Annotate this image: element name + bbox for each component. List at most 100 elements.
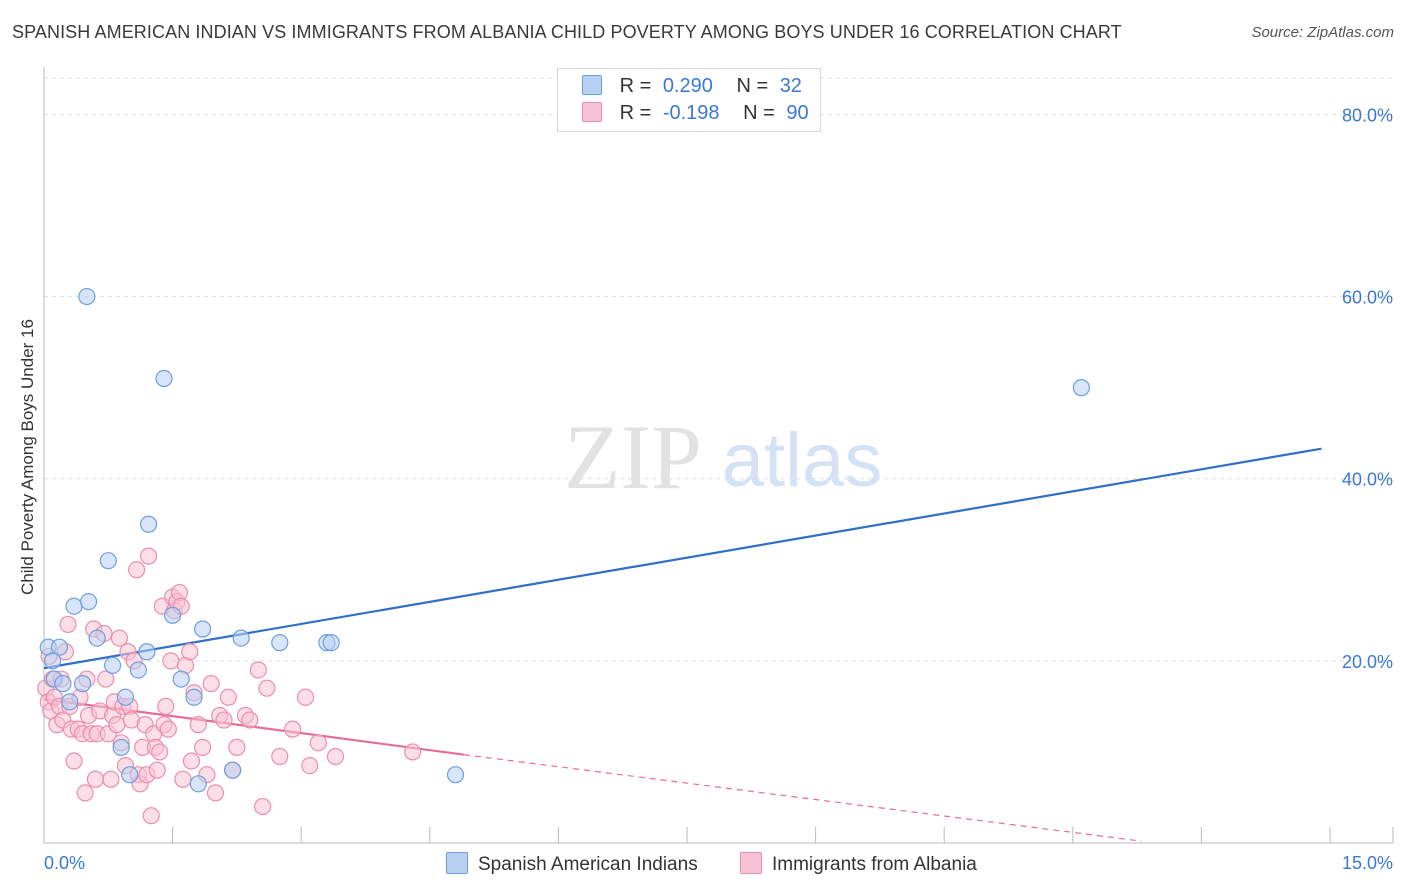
point-spanish-american-indians <box>322 634 340 652</box>
watermark-zip: ZIP <box>564 406 702 508</box>
data-points <box>37 287 1090 825</box>
point-spanish-american-indians <box>88 629 106 647</box>
legend-item-spanish-american-indians[interactable]: Spanish American Indians <box>446 852 698 876</box>
point-spanish-american-indians <box>61 693 79 711</box>
point-immigrants-from-albania <box>296 688 315 706</box>
legend-n-label: N = <box>743 102 775 124</box>
trend-line-extension <box>464 754 1142 842</box>
legend-row-series1: R = 0.290 N = 32 <box>582 75 802 101</box>
chart-title: SPANISH AMERICAN INDIAN VS IMMIGRANTS FR… <box>12 22 1122 42</box>
legend-n-label: N = <box>736 75 769 97</box>
point-immigrants-from-albania <box>254 797 272 816</box>
point-spanish-american-indians <box>194 620 212 638</box>
point-spanish-american-indians <box>164 606 182 624</box>
point-immigrants-from-albania <box>249 661 267 679</box>
point-immigrants-from-albania <box>76 784 94 802</box>
axes <box>43 67 1394 844</box>
x-tick-label: 15.0% <box>1342 853 1393 873</box>
point-spanish-american-indians <box>43 652 62 670</box>
point-spanish-american-indians <box>65 597 83 615</box>
point-spanish-american-indians <box>185 688 203 706</box>
point-immigrants-from-albania <box>206 784 225 802</box>
point-spanish-american-indians <box>112 738 130 756</box>
point-spanish-american-indians <box>116 688 135 706</box>
point-immigrants-from-albania <box>189 716 207 734</box>
watermark-atlas: atlas <box>722 418 883 503</box>
point-immigrants-from-albania <box>108 716 126 734</box>
point-immigrants-from-albania <box>102 770 120 788</box>
point-immigrants-from-albania <box>326 747 345 766</box>
point-immigrants-from-albania <box>157 697 175 715</box>
legend-r-label: R = <box>619 102 652 124</box>
legend-n-value: 90 <box>786 102 809 124</box>
point-immigrants-from-albania <box>127 561 146 579</box>
point-immigrants-from-albania <box>59 615 77 634</box>
point-spanish-american-indians <box>172 670 190 688</box>
point-immigrants-from-albania <box>301 756 319 775</box>
point-spanish-american-indians <box>446 766 465 784</box>
point-immigrants-from-albania <box>202 675 220 693</box>
point-immigrants-from-albania <box>86 770 105 788</box>
point-spanish-american-indians <box>1072 379 1090 397</box>
point-immigrants-from-albania <box>258 679 276 697</box>
point-immigrants-from-albania <box>151 743 169 761</box>
y-axis-label: Child Poverty Among Boys Under 16 <box>18 319 37 595</box>
x-tick-label: 0.0% <box>44 853 85 873</box>
gridlines <box>44 77 1393 662</box>
point-immigrants-from-albania <box>148 761 166 779</box>
point-immigrants-from-albania <box>142 807 160 825</box>
point-immigrants-from-albania <box>181 643 199 661</box>
point-immigrants-from-albania <box>139 547 158 565</box>
y-tick-label: 20.0% <box>1342 652 1393 672</box>
point-immigrants-from-albania <box>194 738 212 756</box>
point-spanish-american-indians <box>79 593 98 611</box>
legend-item-label: Immigrants from Albania <box>772 854 977 875</box>
point-spanish-american-indians <box>103 656 122 675</box>
point-spanish-american-indians <box>99 552 117 570</box>
legend-swatch-pink <box>740 852 762 874</box>
point-immigrants-from-albania <box>284 720 302 738</box>
legend-n-value: 32 <box>779 75 802 97</box>
tick-labels: 20.0% 40.0% 60.0% 80.0% 0.0% 15.0% <box>44 105 1393 873</box>
legend-item-label: Spanish American Indians <box>478 854 698 875</box>
legend-r-value: -0.198 <box>662 102 720 124</box>
point-spanish-american-indians <box>189 775 207 793</box>
point-immigrants-from-albania <box>65 752 83 770</box>
point-spanish-american-indians <box>138 643 156 661</box>
point-immigrants-from-albania <box>174 770 192 788</box>
point-immigrants-from-albania <box>162 652 180 670</box>
legend-swatch-blue <box>446 852 468 874</box>
point-spanish-american-indians <box>121 766 139 784</box>
point-spanish-american-indians <box>232 629 250 647</box>
legend-r-label: R = <box>619 75 652 97</box>
point-immigrants-from-albania <box>182 752 201 770</box>
point-spanish-american-indians <box>50 638 69 656</box>
point-spanish-american-indians <box>78 287 96 306</box>
point-immigrants-from-albania <box>159 720 177 738</box>
point-immigrants-from-albania <box>309 734 327 752</box>
point-immigrants-from-albania <box>219 688 237 706</box>
legend-swatch-pink <box>582 102 602 122</box>
point-immigrants-from-albania <box>110 629 129 647</box>
point-spanish-american-indians <box>129 661 147 679</box>
legend-swatch-blue <box>582 75 602 95</box>
point-immigrants-from-albania <box>215 711 233 729</box>
point-spanish-american-indians <box>224 761 242 779</box>
y-tick-label: 60.0% <box>1342 288 1393 308</box>
point-immigrants-from-albania <box>404 743 422 761</box>
point-spanish-american-indians <box>155 369 173 388</box>
correlation-legend: R = 0.290 N = 32 R = -0.198 N = 90 <box>557 68 821 132</box>
legend-row-series2: R = -0.198 N = 90 <box>582 102 809 128</box>
point-immigrants-from-albania <box>241 711 259 729</box>
point-spanish-american-indians <box>73 675 92 693</box>
y-tick-label: 80.0% <box>1342 105 1393 125</box>
point-immigrants-from-albania <box>97 670 115 688</box>
point-spanish-american-indians <box>54 675 72 693</box>
legend-r-value: 0.290 <box>662 75 713 97</box>
y-tick-label: 40.0% <box>1342 470 1393 490</box>
point-spanish-american-indians <box>139 515 158 533</box>
legend-item-immigrants-from-albania[interactable]: Immigrants from Albania <box>740 852 977 876</box>
point-immigrants-from-albania <box>271 747 289 766</box>
point-immigrants-from-albania <box>228 738 246 756</box>
